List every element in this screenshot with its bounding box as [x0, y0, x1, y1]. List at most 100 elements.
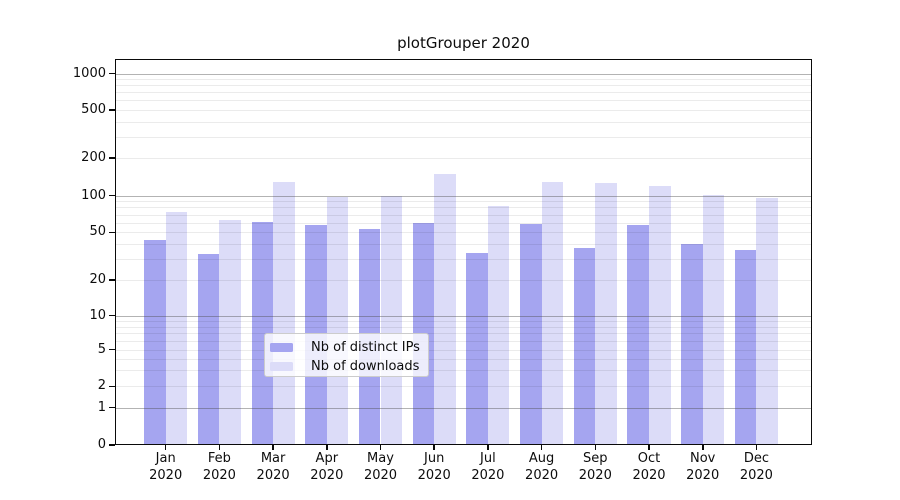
plot-area: [115, 59, 812, 445]
bar-downloads-jul: [487, 205, 510, 445]
x-tick-mark: [755, 445, 758, 450]
x-tick-label-nov: Nov 2020: [686, 451, 720, 483]
x-tick-label-jul: Jul 2020: [471, 451, 505, 483]
y-tick-mark: [109, 406, 115, 409]
x-tick-mark: [326, 445, 328, 450]
gridline-minor: [115, 320, 812, 322]
gridline-minor: [115, 157, 812, 159]
bar-distinct-ips-sep: [573, 248, 596, 445]
x-tick-mark: [540, 445, 543, 450]
x-tick-label-sep: Sep 2020: [578, 451, 612, 483]
bar-downloads-dec: [756, 198, 778, 445]
y-tick-mark: [109, 279, 115, 281]
gridline-minor: [115, 214, 812, 216]
bar-downloads-sep: [595, 182, 617, 445]
gridline-major: [115, 315, 812, 317]
y-tick-label: 2: [97, 378, 106, 394]
x-tick-label-aug: Aug 2020: [525, 451, 559, 483]
y-tick-mark: [109, 194, 115, 197]
bar-downloads-apr: [326, 197, 349, 445]
gridline-minor: [115, 386, 812, 388]
gridline-minor: [115, 100, 812, 102]
y-tick-label: 5: [97, 341, 106, 357]
gridline-minor: [115, 85, 812, 87]
gridline-minor: [115, 222, 812, 224]
bar-downloads-feb: [219, 220, 241, 445]
x-tick-label-mar: Mar 2020: [256, 451, 290, 483]
y-tick-mark: [109, 157, 115, 159]
x-tick-label-jan: Jan 2020: [149, 451, 183, 483]
bar-distinct-ips-jan: [144, 240, 166, 445]
gridline-minor: [115, 326, 812, 328]
y-tick-label: 200: [81, 149, 106, 165]
x-tick-label-dec: Dec 2020: [739, 451, 773, 483]
bar-distinct-ips-feb: [197, 254, 220, 445]
y-tick-label: 20: [89, 272, 106, 288]
y-tick-label: 1: [97, 399, 106, 415]
x-tick-mark: [648, 445, 650, 450]
bar-downloads-jan: [165, 211, 188, 445]
legend-item-distinct-ips: Nb of distinct IPs: [270, 338, 428, 357]
gridline-minor: [115, 110, 812, 111]
y-tick-label: 500: [81, 102, 106, 117]
x-tick-label-jun: Jun 2020: [417, 451, 451, 483]
gridline-minor: [115, 232, 812, 234]
y-tick-label: 10: [89, 307, 106, 323]
gridline-minor: [115, 280, 812, 282]
gridline-minor: [115, 349, 812, 351]
gridline-minor: [115, 201, 812, 203]
legend-swatch-downloads: [270, 362, 293, 371]
gridline-major: [115, 407, 812, 409]
bar-downloads-jun: [434, 173, 456, 445]
bar-downloads-nov: [702, 194, 725, 445]
gridline-minor: [115, 79, 812, 81]
x-tick-mark: [594, 445, 596, 450]
bar-downloads-aug: [541, 182, 564, 445]
y-tick-mark: [109, 385, 115, 388]
y-tick-mark: [109, 231, 115, 234]
bar-distinct-ips-nov: [681, 244, 703, 445]
x-tick-mark: [379, 445, 382, 450]
y-tick-mark: [109, 314, 115, 317]
chart-title: plotGrouper 2020: [397, 34, 530, 52]
legend-item-downloads: Nb of downloads: [270, 357, 428, 376]
gridline-minor: [115, 207, 812, 209]
y-tick-label: 100: [81, 187, 106, 203]
bar-distinct-ips-mar: [251, 221, 274, 445]
y-tick-label: 50: [89, 224, 106, 240]
gridline-minor: [115, 259, 812, 260]
x-tick-label-apr: Apr 2020: [310, 451, 344, 483]
bar-downloads-may: [380, 195, 403, 445]
y-tick-mark: [109, 72, 115, 75]
bar-downloads-mar: [273, 182, 295, 445]
y-tick-mark: [109, 348, 115, 351]
x-tick-mark: [702, 445, 704, 450]
legend-label-distinct-ips: Nb of distinct IPs: [311, 340, 420, 355]
gridline-major: [115, 195, 812, 197]
bar-distinct-ips-oct: [627, 225, 649, 445]
bar-downloads-oct: [649, 185, 671, 445]
bar-distinct-ips-dec: [734, 249, 757, 445]
bar-distinct-ips-jul: [466, 252, 488, 445]
gridline-minor: [115, 333, 812, 335]
x-tick-mark: [218, 445, 221, 450]
y-tick-label: 1000: [72, 65, 106, 81]
y-tick-label: 0: [97, 437, 106, 452]
gridline-minor: [115, 340, 812, 342]
gridline-minor: [115, 136, 812, 138]
legend-label-downloads: Nb of downloads: [311, 359, 420, 374]
gridline-major: [115, 73, 812, 75]
x-tick-mark: [272, 445, 274, 450]
x-tick-label-oct: Oct 2020: [632, 451, 666, 483]
bar-distinct-ips-aug: [520, 223, 542, 445]
x-tick-label-feb: Feb 2020: [202, 451, 236, 483]
x-tick-label-may: May 2020: [363, 451, 398, 483]
legend-swatch-distinct-ips: [270, 343, 293, 352]
x-tick-mark: [164, 445, 167, 450]
y-tick-mark: [109, 444, 115, 446]
gridline-minor: [115, 358, 812, 360]
gridline-minor: [115, 121, 812, 123]
y-tick-mark: [109, 109, 115, 111]
x-tick-mark: [487, 445, 489, 450]
